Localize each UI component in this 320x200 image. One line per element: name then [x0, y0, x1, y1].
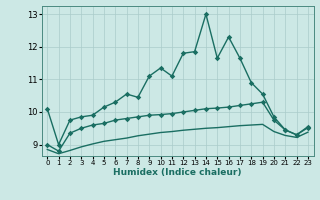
X-axis label: Humidex (Indice chaleur): Humidex (Indice chaleur): [113, 168, 242, 177]
